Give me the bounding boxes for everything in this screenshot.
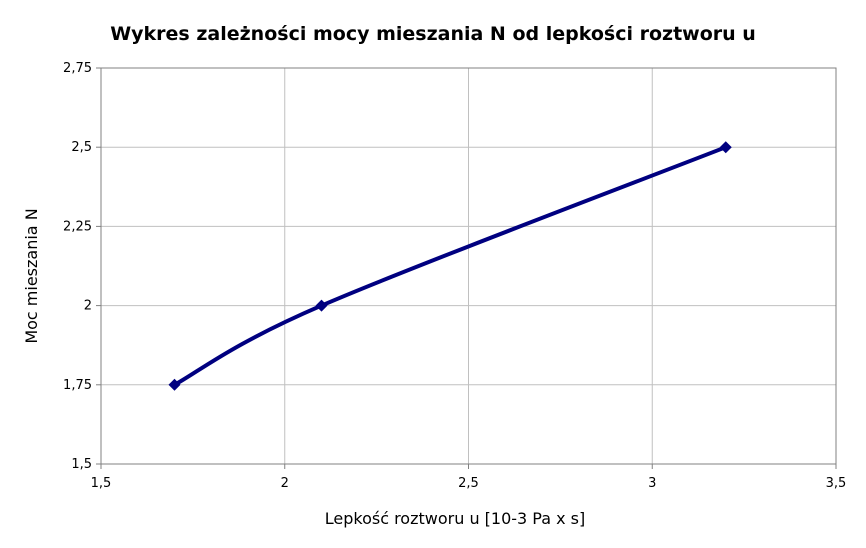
grid-lines — [100, 67, 837, 465]
data-point-marker — [315, 299, 328, 312]
chart-title: Wykres zależności mocy mieszania N od le… — [110, 23, 756, 45]
x-tick-label: 2 — [281, 476, 289, 491]
x-axis-ticks: 1,5 2 2,5 3 3,5 — [91, 464, 847, 491]
y-tick-label: 2 — [84, 299, 92, 314]
x-tick-label: 1,5 — [91, 476, 112, 491]
series-layer — [168, 141, 732, 391]
series-line — [172, 145, 728, 387]
y-tick-label: 2,25 — [63, 219, 92, 234]
y-tick-label: 2,75 — [63, 61, 92, 76]
y-axis-ticks: 1,5 1,75 2 2,25 2,5 2,75 — [63, 61, 101, 472]
y-axis-label: Moc mieszania N — [22, 208, 41, 343]
y-tick-label: 1,75 — [63, 378, 92, 393]
y-tick-label: 1,5 — [71, 457, 92, 472]
data-point-marker — [719, 141, 732, 154]
x-tick-label: 3 — [648, 476, 656, 491]
y-tick-label: 2,5 — [71, 140, 92, 155]
data-point-marker — [168, 378, 181, 391]
x-axis-label: Lepkość roztworu u [10-3 Pa x s] — [325, 509, 586, 528]
x-tick-label: 3,5 — [826, 476, 847, 491]
x-tick-label: 2,5 — [458, 476, 479, 491]
